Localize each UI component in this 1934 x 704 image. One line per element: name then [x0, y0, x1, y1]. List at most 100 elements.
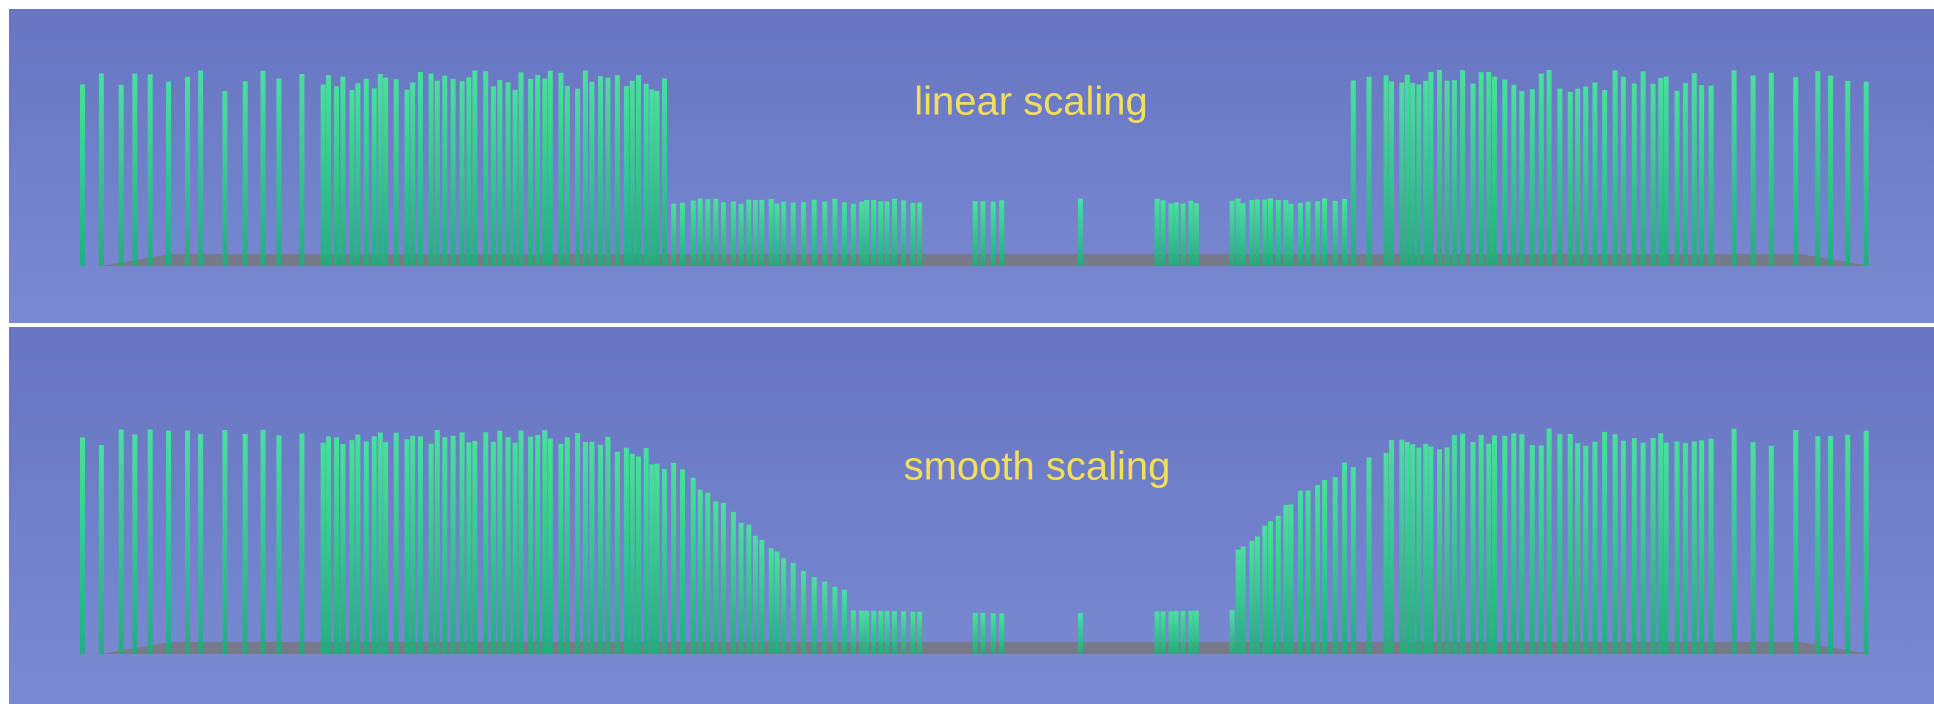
bar: [1567, 433, 1573, 654]
bar: [1254, 536, 1260, 654]
bar: [1077, 613, 1083, 654]
bar: [1240, 546, 1246, 654]
bar: [1631, 438, 1637, 654]
bar: [1428, 72, 1434, 266]
bar: [1188, 200, 1194, 266]
bar: [118, 429, 124, 654]
bar: [1350, 467, 1356, 654]
bar: [1529, 445, 1535, 654]
bar: [1366, 457, 1372, 654]
bar: [276, 435, 282, 654]
bar: [774, 551, 780, 654]
bar: [542, 78, 548, 266]
bar: [483, 432, 489, 654]
panel-label: smooth scaling: [904, 445, 1171, 489]
bar: [466, 442, 472, 654]
bar: [404, 89, 410, 266]
bar: [276, 78, 282, 266]
bar: [649, 89, 655, 266]
bar: [1399, 82, 1405, 266]
bar: [680, 202, 685, 266]
bar: [299, 74, 305, 266]
bar: [697, 198, 703, 266]
bar: [917, 202, 923, 266]
bar: [1731, 428, 1737, 654]
bar: [1193, 203, 1199, 266]
bar: [222, 430, 228, 654]
bar: [377, 73, 383, 267]
bar: [320, 442, 326, 654]
bar: [132, 73, 138, 266]
bar: [738, 522, 744, 654]
bar: [1575, 443, 1581, 654]
bar: [972, 612, 978, 654]
bar: [1160, 611, 1166, 654]
bar: [185, 430, 190, 654]
bar: [1691, 73, 1697, 266]
bar: [1650, 83, 1656, 267]
bar: [1640, 71, 1646, 267]
bar: [871, 610, 877, 654]
bar: [542, 430, 548, 654]
bar: [636, 75, 641, 266]
bar: [629, 80, 635, 266]
bar: [1154, 198, 1160, 266]
bar: [1249, 200, 1255, 266]
bar: [417, 71, 423, 267]
bar: [654, 463, 660, 654]
bar: [1275, 200, 1281, 266]
bar: [185, 76, 190, 267]
bar: [884, 611, 890, 654]
bar: [132, 434, 138, 654]
bar: [98, 445, 104, 654]
bar: [800, 571, 806, 654]
bar: [1815, 436, 1821, 654]
bar: [605, 436, 611, 654]
bar: [434, 430, 440, 654]
bar: [404, 439, 410, 654]
bar: [1268, 521, 1273, 654]
bar: [636, 456, 641, 654]
bar: [841, 202, 847, 266]
bar: [713, 198, 719, 266]
bar: [1315, 201, 1321, 266]
bar: [334, 437, 339, 654]
bar: [393, 432, 399, 654]
bar: [1366, 76, 1372, 266]
bar: [697, 489, 703, 654]
bar: [1612, 434, 1618, 654]
bar: [340, 76, 346, 266]
bar: [1416, 84, 1422, 266]
bar: [222, 91, 228, 266]
bar: [671, 463, 677, 654]
bar: [654, 90, 660, 267]
bar: [768, 548, 774, 654]
bar: [690, 477, 696, 654]
bar: [1404, 74, 1410, 266]
bar: [442, 75, 448, 266]
bar: [841, 589, 847, 654]
bar: [1708, 438, 1714, 654]
bar: [1332, 477, 1338, 654]
bar: [1750, 442, 1756, 654]
bar: [910, 611, 916, 654]
bar: [528, 78, 534, 267]
bar: [1519, 434, 1525, 654]
bar: [483, 71, 489, 266]
bar: [1077, 198, 1083, 266]
bar: [999, 613, 1005, 654]
bar: [671, 203, 677, 266]
bar: [1674, 90, 1680, 267]
bar: [1168, 611, 1174, 654]
bar: [1546, 428, 1552, 654]
bar: [1410, 82, 1416, 267]
bar: [410, 435, 416, 654]
bar: [990, 613, 996, 654]
bar: [705, 199, 711, 266]
bar: [643, 448, 649, 654]
bar: [1620, 440, 1626, 654]
bar: [1557, 434, 1563, 654]
bar: [1275, 515, 1281, 654]
bar: [558, 443, 564, 654]
